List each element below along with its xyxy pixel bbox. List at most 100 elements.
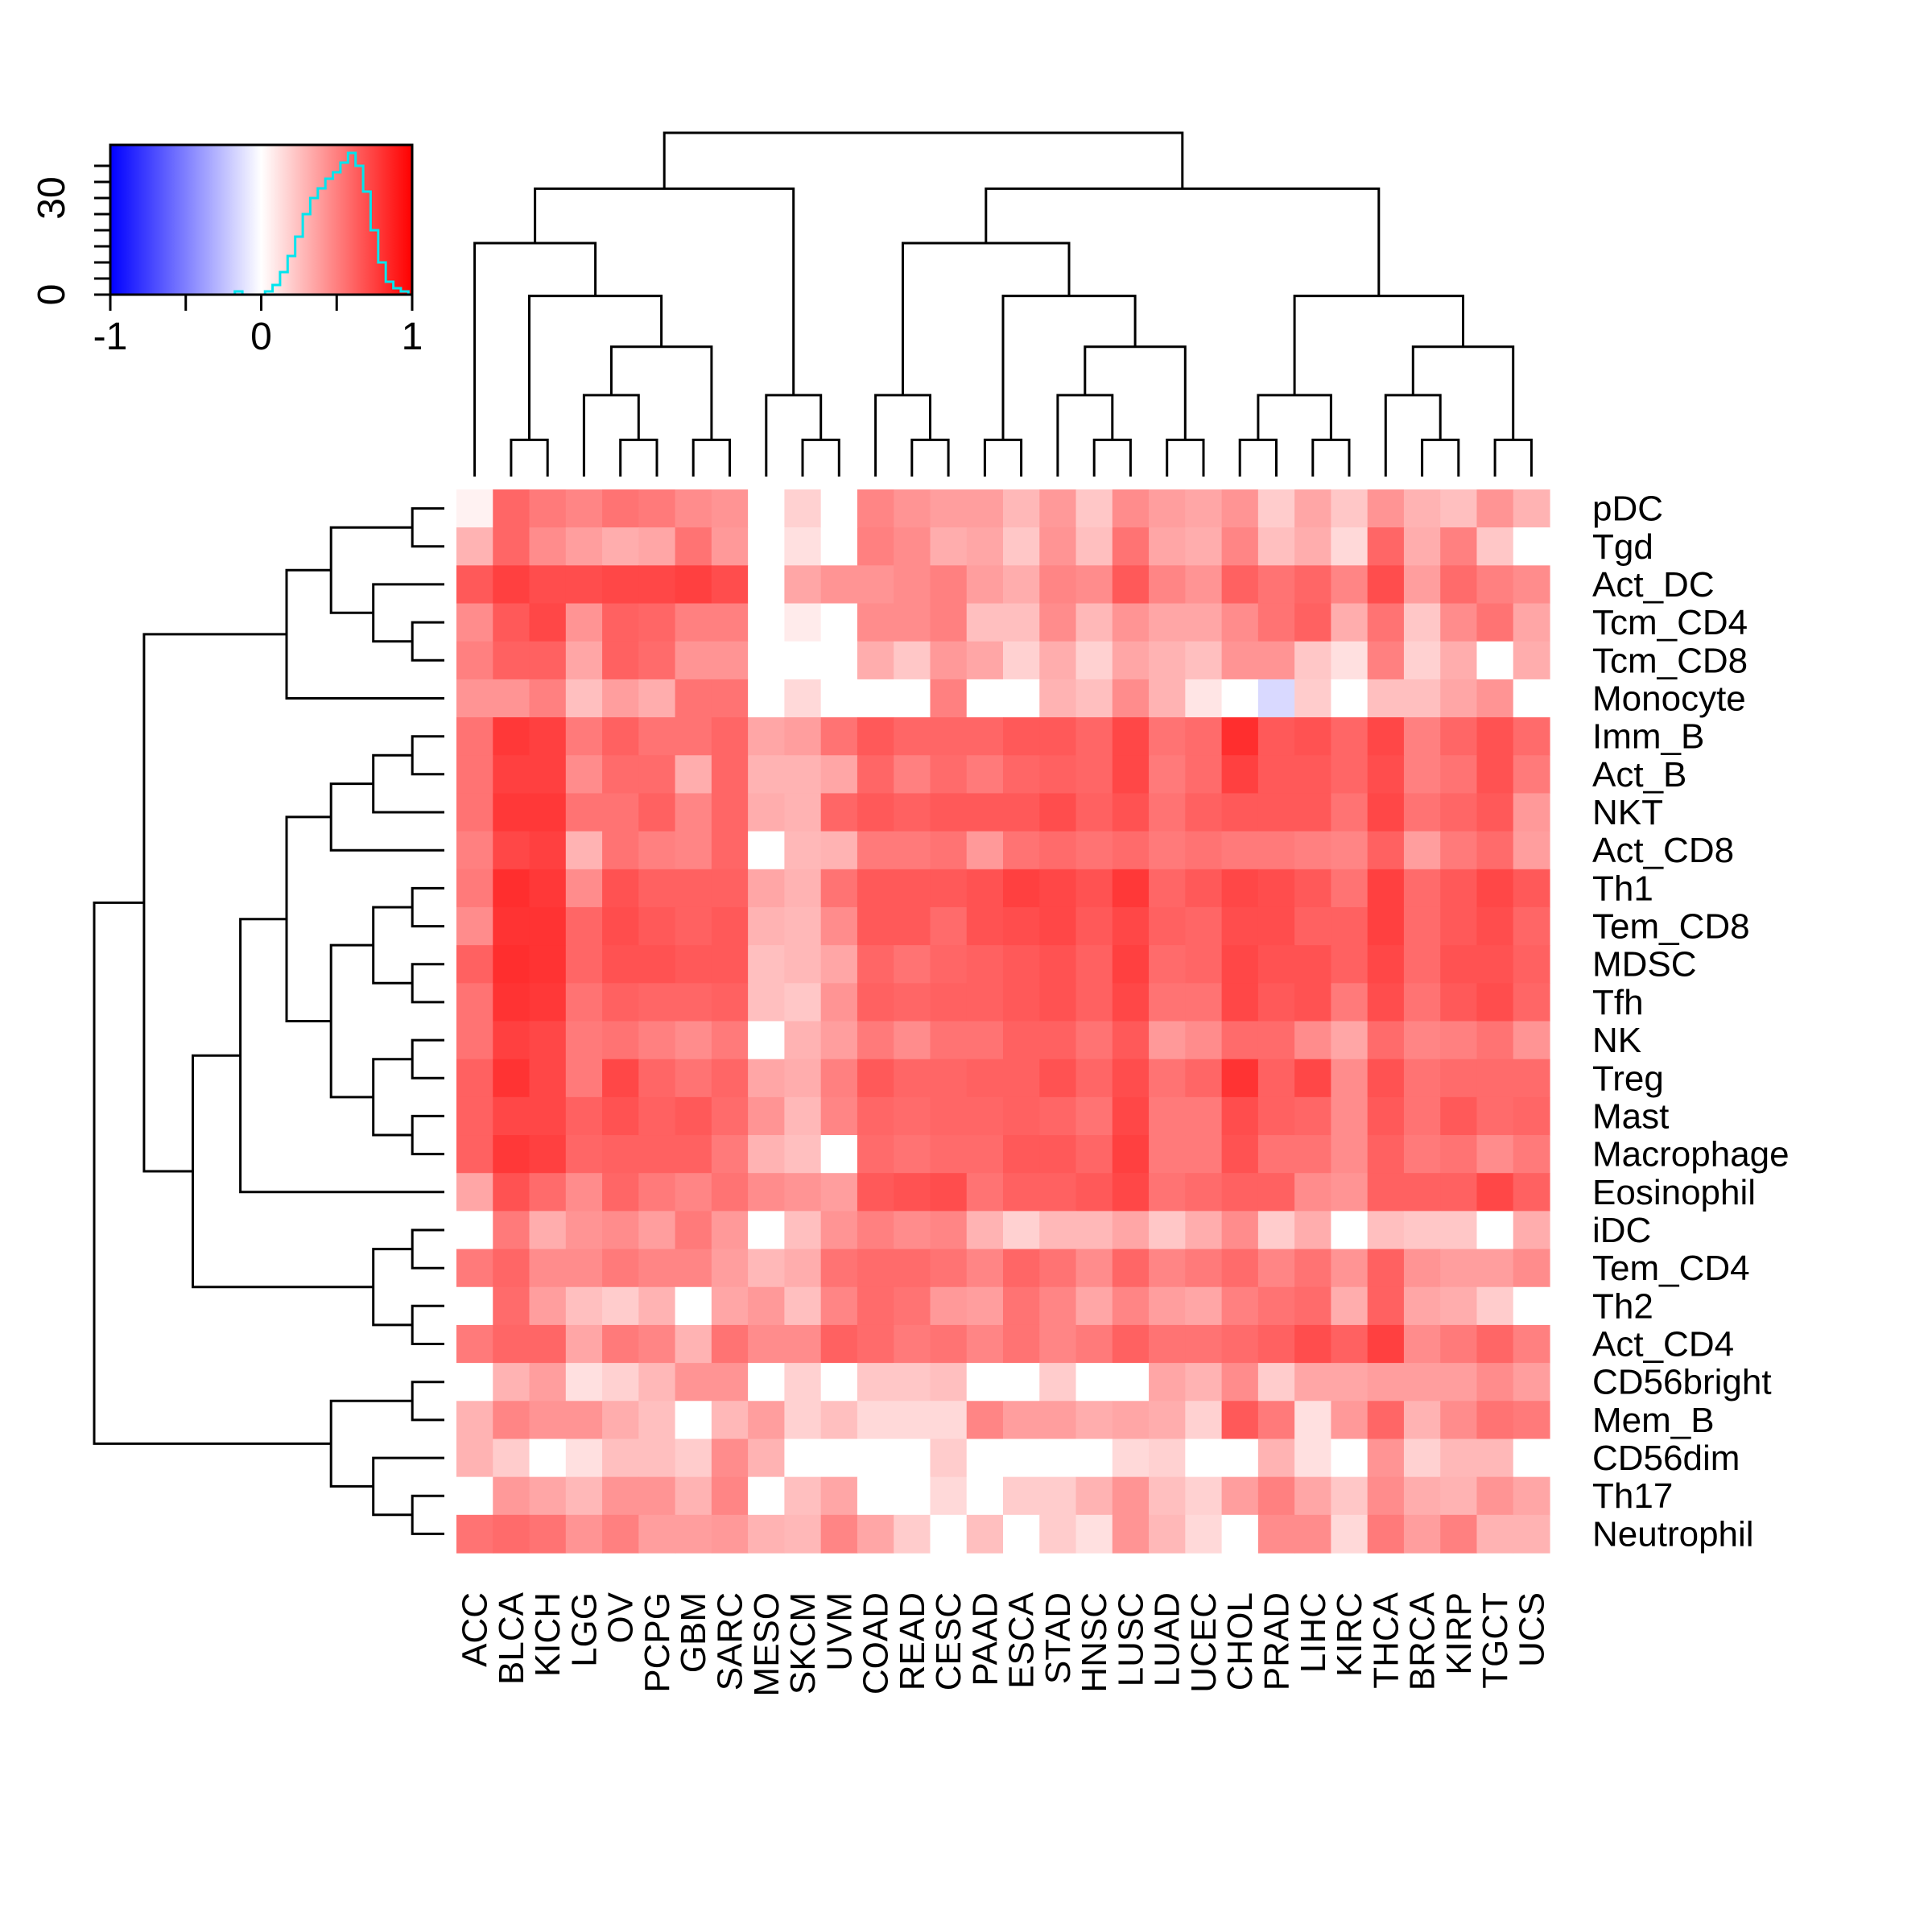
heatmap-cell-Act_CD4-COAD — [857, 1324, 894, 1364]
heatmap-cell-NK-MESO — [748, 1021, 785, 1060]
heatmap-cell-Imm_B-ACC — [456, 717, 493, 756]
dendrogram-branch — [1001, 295, 1137, 440]
heatmap-cell-Mem_B-HNSC — [1075, 1401, 1113, 1440]
heatmap-cell-CD56bright-CHOL — [1221, 1363, 1259, 1402]
heatmap-cell-Tem_CD8-LGG — [565, 906, 603, 946]
heatmap-cell-Mast-ACC — [456, 1096, 493, 1136]
heatmap-cell-NK-KIRC — [1331, 1021, 1368, 1060]
heatmap-cell-Act_B-COAD — [857, 755, 894, 795]
heatmap-cell-NK-SKCM — [784, 1021, 822, 1060]
heatmap-cell-Act_CD4-BRCA — [1403, 1324, 1441, 1364]
heatmap-cell-Th1-PAAD — [966, 869, 1004, 908]
heatmap-cell-Neutrophil-KIRC — [1331, 1514, 1368, 1554]
heatmap-cell-Th1-COAD — [857, 869, 894, 908]
heatmap-cell-Act_CD4-LIHC — [1294, 1324, 1331, 1364]
heatmap-cell-Tem_CD4-SARC — [711, 1249, 749, 1288]
heatmap-cell-Tcm_CD4-HNSC — [1075, 603, 1113, 642]
row-label: CD56dim — [1592, 1439, 1740, 1478]
heatmap-cell-Th2-LUSC — [1112, 1286, 1150, 1326]
heatmap-cell-Tcm_CD4-KIRP — [1440, 603, 1478, 642]
heatmap-cell-pDC-LUAD — [1149, 489, 1186, 528]
heatmap-cell-Tem_CD4-GBM — [675, 1249, 712, 1288]
heatmap-cell-Eosinophil-LUAD — [1149, 1173, 1186, 1212]
heatmap-cell-pDC-BLCA — [493, 489, 530, 528]
heatmap-cell-MDSC-STAD — [1039, 945, 1077, 984]
heatmap-cell-Mem_B-UCS — [1513, 1401, 1550, 1440]
heatmap-cell-Tgd-UCS — [1513, 527, 1550, 566]
heatmap-cell-Act_DC-MESO — [748, 565, 785, 605]
heatmap-cell-NKT-KIRP — [1440, 793, 1478, 832]
heatmap-cell-Act_CD4-MESO — [748, 1324, 785, 1364]
heatmap-cell-Tem_CD4-COAD — [857, 1249, 894, 1288]
heatmap-cell-Act_DC-LGG — [565, 565, 603, 605]
column-label: ESCA — [1002, 1591, 1042, 1688]
heatmap-cell-Act_DC-THCA — [1367, 565, 1405, 605]
heatmap-cell-Mast-PRAD — [1257, 1096, 1295, 1136]
heatmap-cell-Tcm_CD8-LIHC — [1294, 641, 1331, 680]
heatmap-cell-Mem_B-THCA — [1367, 1401, 1405, 1440]
heatmap-cell-Monocyte-UVM — [820, 679, 858, 718]
heatmap-cell-Act_CD8-KICH — [529, 831, 567, 870]
heatmap-cell-Tfh-PCPG — [638, 983, 676, 1022]
heatmap-cell-Tcm_CD8-LUAD — [1149, 641, 1186, 680]
heatmap-cell-Monocyte-HNSC — [1075, 679, 1113, 718]
heatmap-cell-Tfh-KIRC — [1331, 983, 1368, 1022]
heatmap-cell-Tgd-MESO — [748, 527, 785, 566]
heatmap-cell-Act_CD8-STAD — [1039, 831, 1077, 870]
heatmap-cell-NKT-BRCA — [1403, 793, 1441, 832]
heatmap-cell-Act_B-STAD — [1039, 755, 1077, 795]
heatmap-cell-Monocyte-LUAD — [1149, 679, 1186, 718]
heatmap-cell-Tgd-BLCA — [493, 527, 530, 566]
heatmap-cell-Mem_B-STAD — [1039, 1401, 1077, 1440]
heatmap-cell-MDSC-CHOL — [1221, 945, 1259, 984]
heatmap-cell-Neutrophil-OV — [602, 1514, 639, 1554]
heatmap-cell-Treg-ESCA — [1003, 1059, 1040, 1098]
color-key-x-tick-label: 0 — [250, 316, 272, 358]
heatmap-cell-Tcm_CD8-UVM — [820, 641, 858, 680]
heatmap-cell-Tgd-STAD — [1039, 527, 1077, 566]
heatmap-cell-Th17-BLCA — [493, 1476, 530, 1516]
heatmap-cell-Treg-LGG — [565, 1059, 603, 1098]
dendrogram-branch — [609, 345, 713, 440]
heatmap-cell-Tem_CD8-BRCA — [1403, 906, 1441, 946]
heatmap-cell-Tgd-READ — [894, 527, 931, 566]
heatmap-cell-Treg-COAD — [857, 1059, 894, 1098]
heatmap-cell-Eosinophil-CHOL — [1221, 1173, 1259, 1212]
heatmap-cell-iDC-BRCA — [1403, 1211, 1441, 1250]
heatmap-cell-Imm_B-PRAD — [1257, 717, 1295, 756]
heatmap-cell-NKT-PRAD — [1257, 793, 1295, 832]
heatmap-cell-Tfh-BRCA — [1403, 983, 1441, 1022]
heatmap-cell-Monocyte-SKCM — [784, 679, 822, 718]
dendrogram-branch — [372, 1456, 444, 1517]
dendrogram-branch — [411, 1228, 444, 1269]
heatmap-cell-Tcm_CD4-BLCA — [493, 603, 530, 642]
heatmap-cell-Monocyte-STAD — [1039, 679, 1077, 718]
heatmap-cell-Act_CD8-BLCA — [493, 831, 530, 870]
heatmap-cell-Tcm_CD4-MESO — [748, 603, 785, 642]
heatmap-cell-Tcm_CD4-GBM — [675, 603, 712, 642]
heatmap-cell-CD56dim-BRCA — [1403, 1439, 1441, 1478]
heatmap-cell-iDC-TGCT — [1476, 1211, 1514, 1250]
heatmap-cell-Neutrophil-CHOL — [1221, 1514, 1259, 1554]
heatmap-cell-Macrophage-UVM — [820, 1135, 858, 1174]
heatmap-cell-CD56dim-SARC — [711, 1439, 749, 1478]
heatmap-cell-Th2-KIRC — [1331, 1286, 1368, 1326]
color-key-y-tick-label: 0 — [31, 284, 73, 306]
heatmap-cell-iDC-LUSC — [1112, 1211, 1150, 1250]
heatmap-cell-Act_DC-SKCM — [784, 565, 822, 605]
heatmap-cell-NK-CHOL — [1221, 1021, 1259, 1060]
heatmap-cell-Th2-TGCT — [1476, 1286, 1514, 1326]
heatmap-cell-Th1-TGCT — [1476, 869, 1514, 908]
heatmap-cell-Mast-HNSC — [1075, 1096, 1113, 1136]
heatmap-cell-pDC-UVM — [820, 489, 858, 528]
heatmap-cell-Tcm_CD8-TGCT — [1476, 641, 1514, 680]
heatmap-cell-Act_CD4-CHOL — [1221, 1324, 1259, 1364]
heatmap-cell-Monocyte-LUSC — [1112, 679, 1150, 718]
heatmap-cell-Mem_B-CHOL — [1221, 1401, 1259, 1440]
heatmap-cell-Act_DC-OV — [602, 565, 639, 605]
heatmap-cell-NK-THCA — [1367, 1021, 1405, 1060]
dendrogram-branch — [411, 1114, 444, 1156]
heatmap-cell-Tem_CD4-ESCA — [1003, 1249, 1040, 1288]
dendrogram-branch — [239, 918, 444, 1194]
heatmap-cell-NK-BRCA — [1403, 1021, 1441, 1060]
